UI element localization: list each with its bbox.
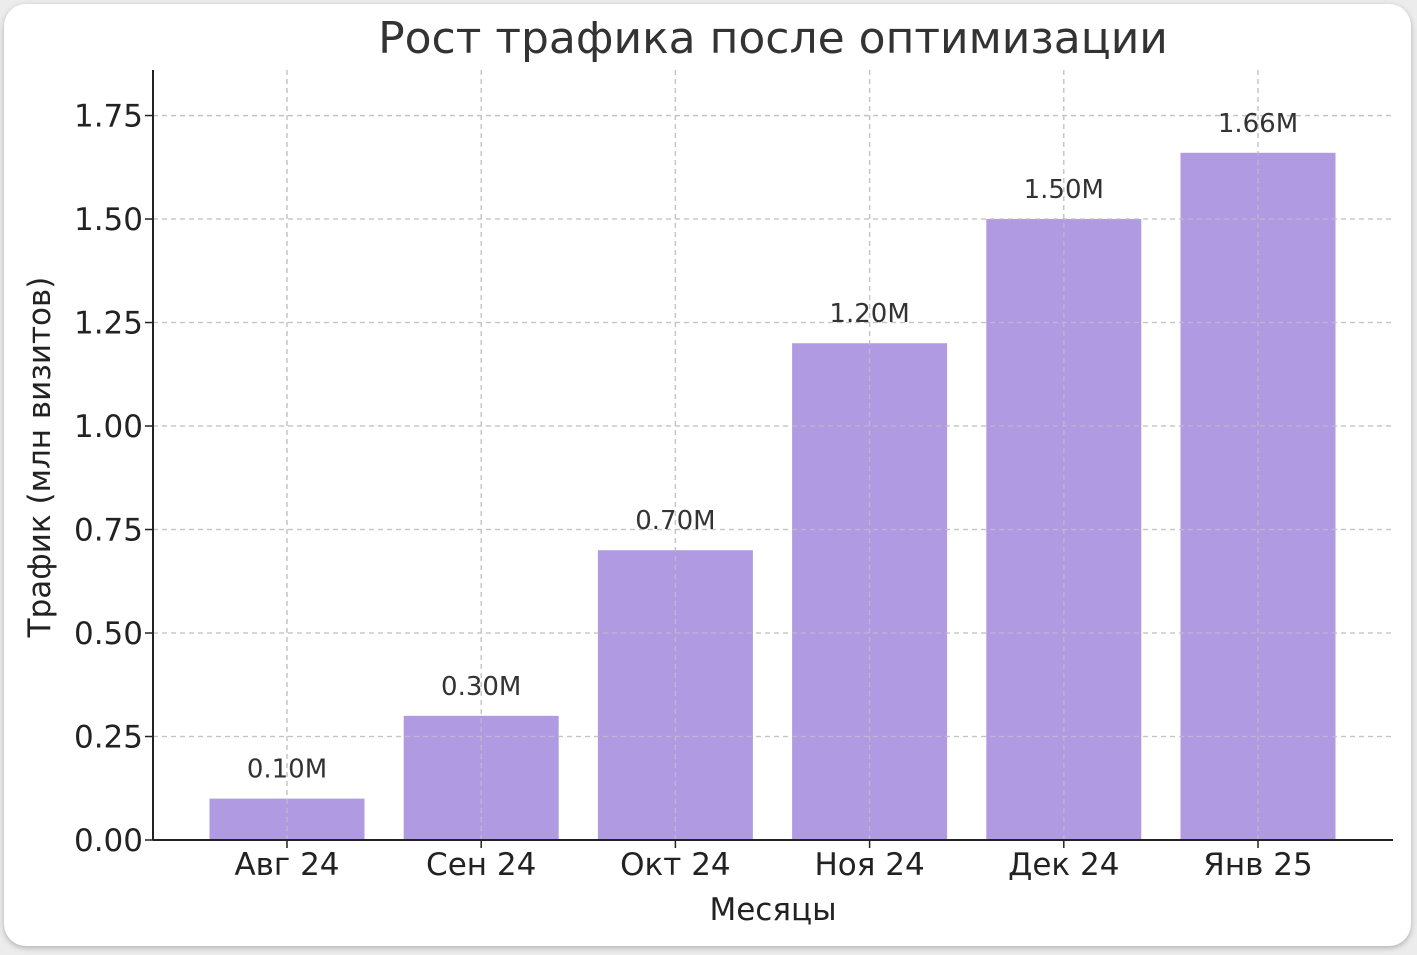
data-label: 1.20M [829,299,909,329]
x-tick-label: Окт 24 [620,847,730,883]
x-tick-label: Ноя 24 [814,847,924,883]
x-tick-label: Дек 24 [1008,847,1119,883]
data-labels: 0.10M 0.30M 0.70M 1.20M 1.50M 1.66M [247,109,1298,785]
y-tick-label: 1.75 [74,99,143,135]
x-tick-label: Авг 24 [234,847,339,883]
data-label: 0.30M [441,672,521,702]
y-tick-label: 0.75 [74,513,143,549]
tick-labels: 0.00 0.25 0.50 0.75 1.00 1.25 1.50 1.75 Авг 24 Се… [74,99,1313,883]
y-tick-label: 0.00 [74,823,143,859]
y-tick-label: 0.50 [74,616,143,652]
y-tick-label: 1.50 [74,202,143,238]
y-axis-label: Трафик (млн визитов) [22,277,58,639]
data-label: 0.10M [247,755,327,785]
y-tick-label: 0.25 [74,720,143,756]
data-label: 1.50M [1024,175,1104,205]
chart-title: Рост трафика после оптимизации [378,13,1168,64]
axes [145,70,1393,848]
grid-lines-overlay [153,70,1393,841]
x-tick-label: Янв 25 [1203,847,1312,883]
y-tick-label: 1.00 [74,409,143,445]
data-label: 0.70M [635,506,715,536]
x-axis-label: Месяцы [709,892,836,928]
data-label: 1.66M [1218,109,1298,139]
y-tick-label: 1.25 [74,306,143,342]
x-tick-label: Сен 24 [426,847,536,883]
